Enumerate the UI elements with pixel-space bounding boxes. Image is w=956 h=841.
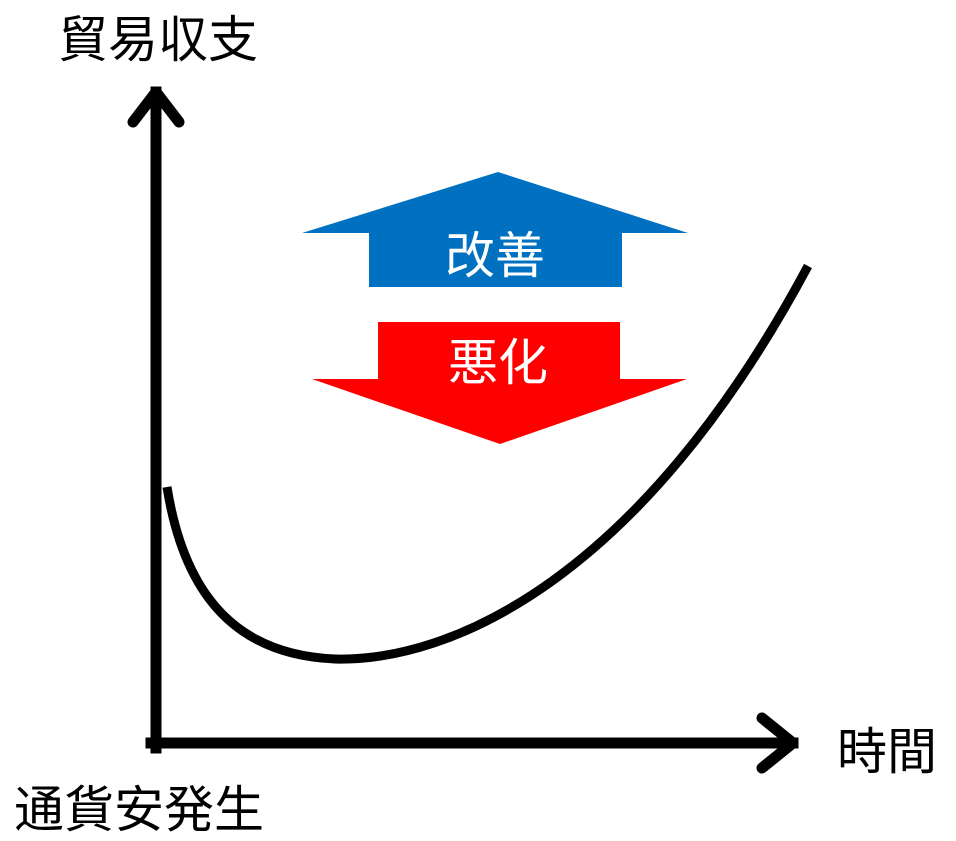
y-axis-label: 貿易収支 [58,11,258,69]
up-arrow-label: 改善 [445,227,545,285]
j-curve [162,263,812,664]
up-arrow [302,172,688,287]
down-arrow-label: 悪化 [448,334,548,392]
y-axis-arrowhead [127,86,185,128]
x-axis-arrowhead [756,712,799,774]
down-arrow [312,322,687,444]
origin-label: 通貨安発生 [14,781,264,839]
x-axis-label: 時間 [837,723,937,781]
